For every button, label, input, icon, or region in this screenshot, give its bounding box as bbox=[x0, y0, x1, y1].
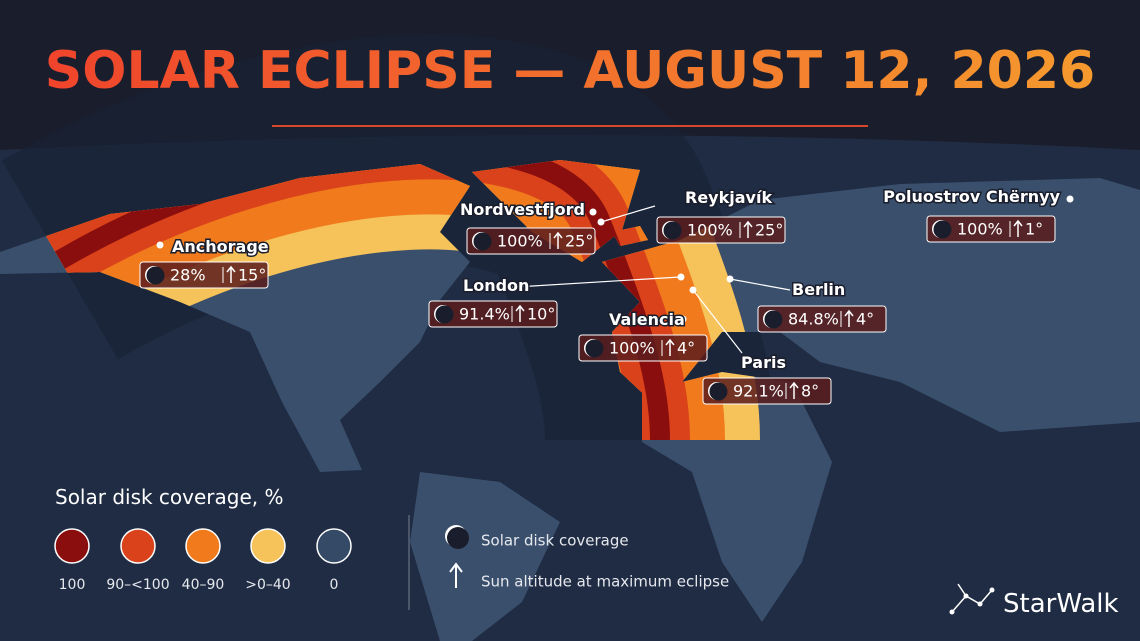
coverage: 100% bbox=[497, 232, 543, 251]
info-box bbox=[428, 300, 558, 328]
coverage-icon-moon bbox=[435, 305, 454, 324]
legend-swatch bbox=[250, 528, 286, 564]
coverage: 84.8% bbox=[788, 310, 839, 329]
location: Valencia 100% 4° bbox=[578, 309, 708, 362]
location-dot bbox=[679, 315, 687, 323]
location-name: Reykjavík bbox=[685, 188, 772, 207]
icon-moon bbox=[447, 527, 469, 549]
altitude-arrow-head bbox=[515, 304, 525, 312]
leader-line bbox=[692, 289, 743, 354]
location-name: Valencia bbox=[609, 310, 685, 329]
leader-line bbox=[499, 276, 681, 289]
logo-star bbox=[949, 609, 955, 615]
coverage: 92.1% bbox=[733, 382, 784, 401]
location-name: Paris bbox=[741, 353, 786, 372]
info-box bbox=[757, 305, 887, 333]
info-box bbox=[656, 216, 786, 244]
altitude-arrow-head bbox=[844, 309, 854, 317]
coverage: 100% bbox=[687, 221, 733, 240]
legend-label: 0 bbox=[330, 577, 339, 593]
location-dot bbox=[689, 286, 697, 294]
coverage: 28% bbox=[170, 266, 206, 285]
altitude-arrow-head bbox=[1013, 219, 1023, 227]
logo-star bbox=[989, 587, 995, 593]
coverage: 100% bbox=[609, 339, 655, 358]
location-name: Anchorage bbox=[172, 237, 269, 256]
legend-title: Solar disk coverage, % bbox=[55, 485, 284, 509]
legend-label: 90–<100 bbox=[106, 577, 169, 593]
location: Reykjavík 100% 25° bbox=[597, 187, 786, 244]
altitude-arrow-head bbox=[789, 381, 799, 389]
arrow-head bbox=[449, 562, 463, 573]
location-dot bbox=[726, 275, 734, 283]
coverage-icon-moon bbox=[473, 232, 492, 251]
info-box bbox=[578, 334, 708, 362]
location-name: Poluostrov Chërnyy bbox=[883, 187, 1060, 206]
info-box bbox=[139, 261, 269, 289]
location-name: London bbox=[463, 276, 529, 295]
legend-swatch bbox=[185, 528, 221, 564]
location: Poluostrov Chërnyy 100% 1° bbox=[882, 186, 1074, 243]
legend-label: 100 bbox=[59, 577, 86, 593]
note-text: Solar disk coverage bbox=[481, 532, 629, 550]
location-dot bbox=[589, 208, 597, 216]
location-dot bbox=[156, 241, 164, 249]
info-box bbox=[702, 377, 832, 405]
logo-star bbox=[977, 601, 983, 607]
location: Nordvestfjord 100% 25° bbox=[459, 199, 597, 255]
title: SOLAR ECLIPSE — AUGUST 12, 2026 bbox=[45, 41, 1095, 101]
coverage-icon-moon bbox=[585, 339, 604, 358]
altitude: 1° bbox=[1025, 220, 1043, 239]
note-altitude-icon bbox=[449, 562, 463, 588]
coverage-icon-moon bbox=[709, 382, 728, 401]
location: Paris 92.1% 8° bbox=[689, 286, 832, 405]
altitude: 15° bbox=[238, 266, 266, 285]
location-name: Berlin bbox=[792, 280, 845, 299]
location-dot bbox=[677, 273, 685, 281]
altitude-arrow-head bbox=[226, 265, 236, 273]
legend-label: >0–40 bbox=[245, 577, 290, 593]
location-name: Nordvestfjord bbox=[460, 200, 585, 219]
altitude: 8° bbox=[801, 382, 819, 401]
leader-line bbox=[729, 278, 791, 291]
location: London 91.4% 10° bbox=[428, 273, 685, 328]
note-coverage-icon bbox=[445, 525, 469, 549]
legend-swatch bbox=[54, 528, 90, 564]
leader-line bbox=[600, 205, 656, 223]
altitude: 25° bbox=[565, 232, 593, 251]
altitude-arrow-head bbox=[743, 220, 753, 228]
coverage-icon-moon bbox=[663, 221, 682, 240]
info-box bbox=[926, 215, 1056, 243]
legend-swatch bbox=[120, 528, 156, 564]
location-dot bbox=[597, 218, 605, 226]
coverage-icon-moon bbox=[764, 310, 783, 329]
altitude-arrow-head bbox=[553, 231, 563, 239]
coverage-icon-moon bbox=[933, 220, 952, 239]
coverage: 100% bbox=[957, 220, 1003, 239]
altitude: 4° bbox=[677, 339, 695, 358]
brand: StarWalk bbox=[1003, 589, 1119, 619]
altitude-arrow-head bbox=[665, 338, 675, 346]
location: Berlin 84.8% 4° bbox=[726, 275, 887, 333]
altitude: 25° bbox=[755, 221, 783, 240]
location: Anchorage 28% 15° bbox=[139, 236, 270, 289]
coverage: 91.4% bbox=[459, 305, 510, 324]
legend-swatch bbox=[316, 528, 352, 564]
location-dot bbox=[1066, 195, 1074, 203]
altitude: 10° bbox=[527, 305, 555, 324]
coverage-icon-moon bbox=[146, 266, 165, 285]
info-box bbox=[466, 227, 596, 255]
note-text: Sun altitude at maximum eclipse bbox=[481, 573, 729, 591]
brand-logo bbox=[949, 583, 995, 615]
legend-label: 40–90 bbox=[182, 577, 225, 593]
logo-star bbox=[963, 593, 969, 599]
altitude: 4° bbox=[856, 310, 874, 329]
